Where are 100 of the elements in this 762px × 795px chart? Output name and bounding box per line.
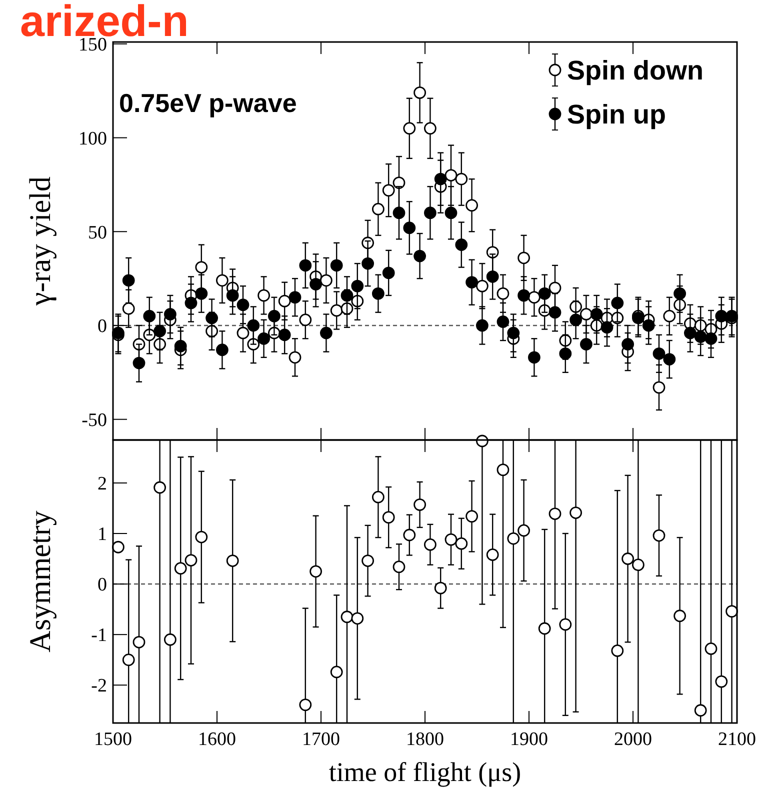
point xyxy=(320,274,332,287)
point xyxy=(236,326,250,340)
point xyxy=(372,490,384,504)
point xyxy=(528,291,540,304)
point xyxy=(403,222,416,234)
y-tick-label: 2 xyxy=(98,474,107,495)
x-tick-label: 1500 xyxy=(94,729,132,750)
point xyxy=(164,633,176,646)
x-tick-label: 1900 xyxy=(510,729,548,750)
y-axis-title: γ-ray yield xyxy=(24,176,57,307)
y-tick-label: -2 xyxy=(91,676,107,697)
point xyxy=(330,259,343,272)
point xyxy=(299,698,312,712)
point xyxy=(538,622,551,635)
point xyxy=(299,314,312,326)
y-tick-label: 0 xyxy=(98,316,107,338)
y-tick-label: -1 xyxy=(91,625,107,646)
point xyxy=(195,261,208,274)
point xyxy=(455,537,468,550)
point xyxy=(206,312,218,324)
point xyxy=(486,246,499,258)
point xyxy=(476,280,488,292)
point xyxy=(611,644,624,657)
point xyxy=(392,176,406,189)
y-tick-label: -50 xyxy=(82,410,107,431)
point xyxy=(403,528,416,542)
point xyxy=(299,259,312,272)
point xyxy=(268,310,280,322)
point xyxy=(154,324,166,338)
point xyxy=(414,498,426,511)
point xyxy=(122,274,135,287)
point xyxy=(236,298,250,312)
point xyxy=(372,287,384,300)
y-tick-label: 100 xyxy=(78,128,107,150)
point xyxy=(122,654,135,666)
point xyxy=(362,554,374,567)
annotation: 0.75eV p-wave xyxy=(119,88,297,118)
point xyxy=(382,511,395,524)
point xyxy=(132,356,146,370)
point xyxy=(704,332,718,345)
point xyxy=(570,314,582,326)
y-axis-title: Asymmetry xyxy=(24,510,57,652)
point xyxy=(590,308,603,320)
point xyxy=(684,326,696,340)
x-tick-label: 1800 xyxy=(406,729,444,750)
point xyxy=(518,252,530,264)
point xyxy=(174,562,187,575)
point xyxy=(372,202,384,216)
point xyxy=(704,642,718,655)
y-tick-label: 50 xyxy=(88,222,107,244)
legend-label: Spin down xyxy=(567,55,704,86)
x-tick-label: 2000 xyxy=(614,729,652,750)
point xyxy=(382,266,395,280)
point xyxy=(258,289,270,302)
point xyxy=(548,306,562,319)
point xyxy=(216,274,228,287)
point xyxy=(559,618,572,631)
point xyxy=(403,122,416,135)
point xyxy=(444,533,458,546)
point xyxy=(288,351,302,364)
point xyxy=(392,560,406,574)
point xyxy=(184,554,198,566)
point xyxy=(496,287,510,300)
point xyxy=(466,199,478,212)
point xyxy=(392,206,406,220)
point xyxy=(455,238,468,251)
point xyxy=(351,280,364,292)
point xyxy=(580,338,592,350)
point xyxy=(507,326,520,340)
point xyxy=(424,206,436,220)
point xyxy=(414,250,426,262)
point xyxy=(694,330,707,343)
point xyxy=(674,287,686,300)
point xyxy=(330,666,343,678)
legend-label: Spin up xyxy=(567,99,666,130)
point xyxy=(663,310,676,322)
point xyxy=(518,289,530,302)
point xyxy=(611,296,624,310)
point xyxy=(164,308,176,320)
point xyxy=(652,381,666,394)
point xyxy=(351,612,364,625)
point xyxy=(247,319,260,332)
x-axis-title: time of flight (μs) xyxy=(328,757,522,787)
x-tick-label: 1600 xyxy=(198,729,236,750)
point xyxy=(486,270,499,283)
point xyxy=(340,610,354,624)
point xyxy=(216,344,228,356)
point xyxy=(632,558,644,572)
y-tick-label: 1 xyxy=(98,524,107,546)
point xyxy=(622,338,634,350)
point xyxy=(444,206,458,220)
point xyxy=(455,172,468,186)
point xyxy=(538,287,551,300)
point xyxy=(674,610,686,622)
point xyxy=(444,169,458,182)
point xyxy=(652,347,666,360)
point xyxy=(434,582,447,594)
point xyxy=(154,481,166,494)
point xyxy=(195,287,208,300)
point xyxy=(652,529,666,542)
